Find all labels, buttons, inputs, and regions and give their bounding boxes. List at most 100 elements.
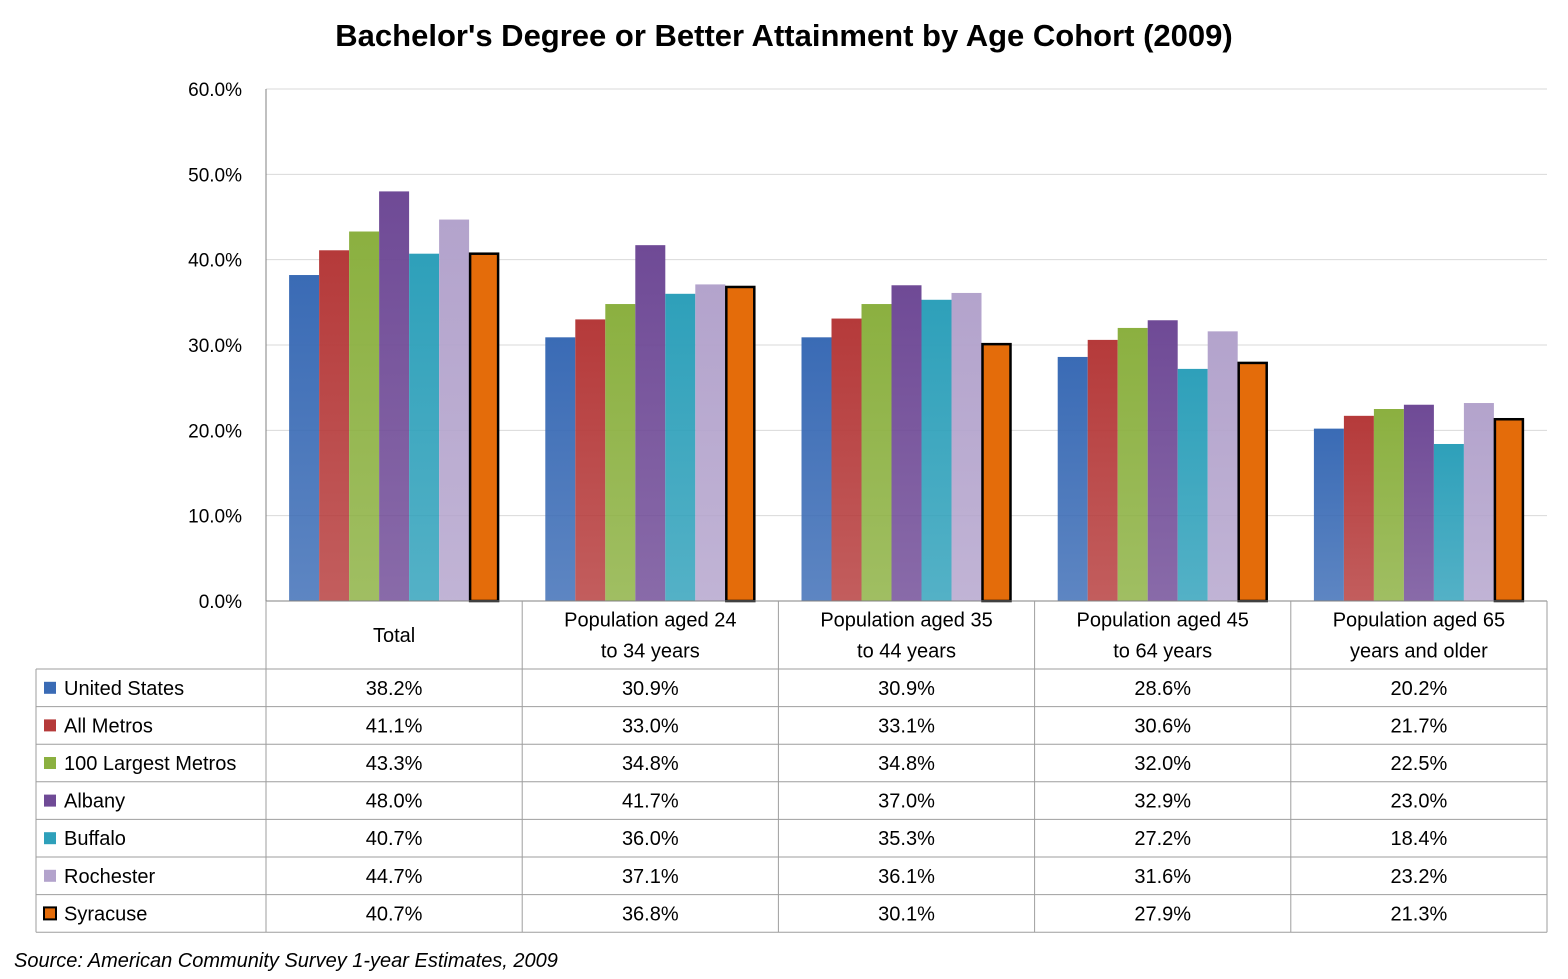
bar-buffalo-4: [1433, 443, 1464, 601]
data-label: 43.3%: [366, 753, 423, 775]
bar-albany-0: [379, 191, 410, 601]
data-label: 33.1%: [878, 715, 935, 737]
bar-all-metros-3: [1087, 339, 1118, 601]
data-label: 30.6%: [1134, 715, 1191, 737]
data-label: 21.7%: [1391, 715, 1448, 737]
category-label: to 34 years: [601, 641, 700, 663]
y-tick-label: 20.0%: [188, 421, 242, 442]
bar-rochester-3: [1207, 331, 1238, 601]
bar-rochester-2: [951, 292, 982, 601]
bar-united-states-4: [1313, 428, 1344, 601]
bar-rochester-0: [439, 219, 470, 601]
data-label: 27.9%: [1134, 903, 1191, 925]
data-label: 30.9%: [878, 678, 935, 700]
bar-rochester-4: [1463, 403, 1494, 601]
data-label: 30.9%: [622, 678, 679, 700]
legend-label-all-metros: All Metros: [64, 715, 153, 737]
bar-buffalo-2: [921, 299, 952, 601]
data-label: 32.0%: [1134, 753, 1191, 775]
bar-buffalo-1: [665, 293, 696, 601]
bar-all-metros-1: [575, 319, 606, 601]
category-label: Population aged 65: [1333, 610, 1505, 632]
data-label: 28.6%: [1134, 678, 1191, 700]
bar-syracuse-4: [1493, 417, 1525, 603]
legend-label-albany: Albany: [64, 791, 125, 813]
bar-all-metros-2: [831, 318, 862, 601]
bar-syracuse-0: [468, 252, 500, 603]
data-label: 41.1%: [366, 715, 423, 737]
bar-all-metros-4: [1343, 415, 1374, 601]
bar-100-largest-metros-1: [605, 304, 636, 601]
data-label: 30.1%: [878, 903, 935, 925]
data-label: 37.0%: [878, 791, 935, 813]
category-label: Population aged 45: [1077, 610, 1249, 632]
legend-key-albany: [44, 794, 56, 807]
data-label: 22.5%: [1391, 753, 1448, 775]
legend-label-100-largest-metros: 100 Largest Metros: [64, 753, 236, 775]
legend-key-all-metros: [44, 719, 56, 732]
bar-united-states-1: [545, 337, 576, 601]
category-label: Population aged 35: [820, 610, 992, 632]
data-label: 27.2%: [1134, 828, 1191, 850]
bar-albany-3: [1147, 320, 1178, 601]
bar-all-metros-0: [319, 250, 350, 601]
data-label: 40.7%: [366, 828, 423, 850]
category-label: years and older: [1350, 641, 1488, 663]
y-tick-label: 0.0%: [199, 592, 242, 613]
data-label: 38.2%: [366, 678, 423, 700]
y-tick-label: 60.0%: [188, 80, 242, 101]
data-label: 36.8%: [622, 903, 679, 925]
legend-key-buffalo: [44, 832, 56, 845]
bar-albany-1: [635, 245, 666, 601]
data-label: 18.4%: [1391, 828, 1448, 850]
y-tick-label: 30.0%: [188, 336, 242, 357]
data-label: 36.0%: [622, 828, 679, 850]
bar-syracuse-2: [981, 342, 1012, 603]
data-label: 32.9%: [1134, 791, 1191, 813]
category-label: to 44 years: [857, 641, 956, 663]
data-label: 44.7%: [366, 866, 423, 888]
legend-label-rochester: Rochester: [64, 866, 155, 888]
category-label: to 64 years: [1113, 641, 1212, 663]
legend-label-united-states: United States: [64, 678, 184, 700]
y-tick-label: 50.0%: [188, 165, 242, 186]
bar-100-largest-metros-4: [1373, 409, 1404, 601]
legend-key-100-largest-metros: [44, 757, 56, 769]
legend-key-united-states: [44, 681, 56, 694]
legend-key-rochester: [44, 869, 56, 882]
bar-syracuse-3: [1237, 361, 1268, 603]
data-label: 23.2%: [1391, 866, 1448, 888]
category-label: Total: [373, 625, 415, 647]
bar-united-states-0: [289, 275, 320, 601]
bar-albany-4: [1403, 404, 1434, 601]
legend-key-syracuse: [43, 906, 57, 921]
data-label: 48.0%: [366, 791, 423, 813]
data-label: 34.8%: [878, 753, 935, 775]
bar-100-largest-metros-2: [861, 304, 892, 601]
data-label: 20.2%: [1391, 678, 1448, 700]
data-label: 31.6%: [1134, 866, 1191, 888]
data-label: 34.8%: [622, 753, 679, 775]
bar-rochester-1: [695, 284, 726, 601]
y-tick-label: 10.0%: [188, 507, 242, 528]
source-note: Source: American Community Survey 1-year…: [14, 950, 558, 972]
legend-label-buffalo: Buffalo: [64, 828, 126, 850]
bar-100-largest-metros-3: [1117, 327, 1148, 601]
bar-100-largest-metros-0: [349, 231, 380, 602]
category-label: Population aged 24: [564, 610, 736, 632]
bar-syracuse-1: [725, 285, 756, 603]
bar-buffalo-3: [1177, 368, 1208, 601]
data-label: 23.0%: [1391, 791, 1448, 813]
data-label: 40.7%: [366, 903, 423, 925]
bar-united-states-3: [1057, 356, 1088, 601]
data-label: 36.1%: [878, 866, 935, 888]
bar-albany-2: [891, 285, 922, 601]
y-tick-label: 40.0%: [188, 251, 242, 272]
legend-label-syracuse: Syracuse: [64, 903, 147, 925]
data-label: 21.3%: [1391, 903, 1448, 925]
data-label: 33.0%: [622, 715, 679, 737]
data-label: 37.1%: [622, 866, 679, 888]
chart-title: Bachelor's Degree or Better Attainment b…: [335, 18, 1233, 53]
bar-buffalo-0: [409, 253, 440, 601]
